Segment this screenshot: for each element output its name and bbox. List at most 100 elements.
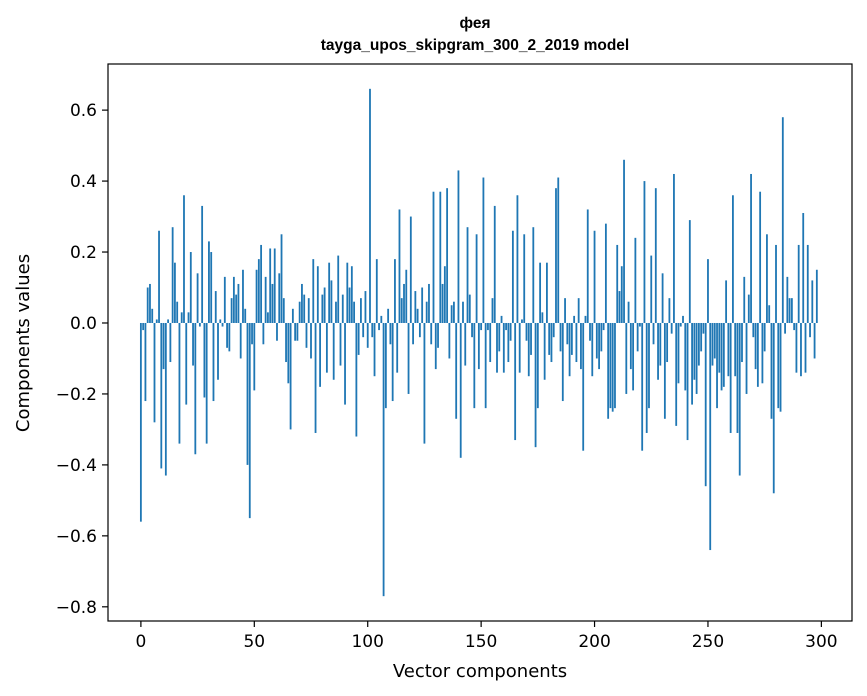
bar-286	[788, 298, 791, 323]
bar-128	[430, 322, 433, 345]
bar-15	[174, 262, 176, 323]
bar-285	[786, 276, 789, 323]
bar-243	[691, 322, 693, 405]
bar-139	[455, 322, 458, 419]
bar-13	[169, 322, 172, 363]
bar-86	[335, 301, 337, 323]
bar-294	[806, 244, 809, 323]
bar-204	[602, 322, 605, 331]
bar-34	[217, 322, 219, 380]
bar-8	[158, 230, 160, 323]
bar-284	[784, 322, 786, 334]
plot-frame	[107, 63, 853, 622]
bar-161	[505, 322, 507, 331]
bar-275	[763, 322, 766, 352]
bar-189	[568, 322, 571, 377]
bar-203	[600, 322, 603, 352]
bar-85	[332, 322, 335, 380]
bar-82	[325, 322, 328, 373]
bar-14	[171, 227, 174, 323]
bar-201	[595, 322, 598, 359]
bar-113	[396, 322, 399, 373]
bar-268	[747, 294, 750, 323]
bar-209	[614, 322, 616, 409]
bar-83	[328, 262, 331, 323]
bar-146	[471, 322, 473, 338]
bar-110	[389, 322, 392, 345]
bar-37	[223, 276, 226, 323]
bar-176	[539, 262, 542, 323]
bar-151	[482, 177, 485, 323]
bar-232	[666, 322, 669, 363]
bar-95	[355, 322, 358, 437]
bar-123	[418, 322, 421, 338]
bar-24	[194, 322, 197, 455]
bar-64	[285, 322, 287, 363]
bar-244	[693, 322, 696, 380]
bar-144	[466, 227, 469, 323]
bar-235	[673, 173, 675, 323]
bar-291	[800, 322, 802, 377]
bar-252	[711, 322, 714, 366]
bar-193	[577, 298, 580, 323]
bar-195	[582, 322, 585, 451]
bar-290	[797, 244, 800, 323]
bar-47	[246, 322, 249, 465]
bar-136	[448, 322, 451, 359]
y-tick-label: 0.6	[70, 101, 97, 121]
bar-43	[237, 283, 240, 323]
bar-84	[330, 280, 333, 323]
bar-18	[180, 312, 183, 323]
bar-158	[498, 322, 501, 352]
bar-207	[609, 322, 612, 409]
bar-270	[752, 322, 755, 338]
bar-7	[155, 319, 158, 323]
bar-72	[303, 294, 306, 323]
bar-58	[271, 283, 274, 323]
bar-278	[770, 322, 773, 419]
bar-116	[403, 283, 405, 323]
bar-126	[425, 301, 428, 323]
bar-211	[618, 291, 621, 323]
bar-120	[412, 322, 414, 345]
chart-subtitle: tayga_upos_skipgram_300_2_2019 model	[321, 37, 629, 54]
bar-272	[756, 322, 759, 387]
bar-216	[629, 322, 632, 370]
bar-129	[432, 191, 435, 323]
bar-226	[652, 322, 655, 345]
bar-143	[464, 322, 467, 366]
bar-186	[561, 322, 564, 402]
bar-97	[360, 298, 362, 323]
bar-127	[428, 283, 430, 323]
bar-237	[677, 322, 680, 384]
bar-231	[663, 322, 666, 419]
bar-152	[484, 322, 487, 409]
bar-229	[659, 322, 662, 366]
bar-167	[518, 322, 521, 373]
bar-187	[564, 298, 566, 323]
bar-174	[534, 322, 537, 448]
bar-4	[149, 283, 151, 323]
bar-71	[301, 283, 303, 323]
bar-66	[289, 322, 292, 430]
bar-230	[661, 273, 664, 323]
x-axis-label: Vector components	[393, 661, 567, 682]
bar-81	[323, 287, 326, 323]
bar-277	[768, 305, 771, 323]
bar-239	[682, 315, 684, 323]
y-axis-label: Components values	[13, 254, 34, 432]
bar-224	[648, 322, 650, 409]
bar-234	[670, 322, 673, 334]
bar-228	[657, 322, 659, 380]
bar-135	[446, 188, 449, 323]
bar-141	[459, 322, 462, 458]
bar-147	[473, 322, 476, 409]
bar-30	[208, 241, 210, 323]
bar-213	[623, 159, 625, 323]
bar-87	[337, 255, 340, 323]
bar-90	[344, 322, 346, 405]
bar-163	[509, 322, 512, 341]
bar-245	[695, 322, 698, 394]
bar-107	[382, 322, 385, 597]
